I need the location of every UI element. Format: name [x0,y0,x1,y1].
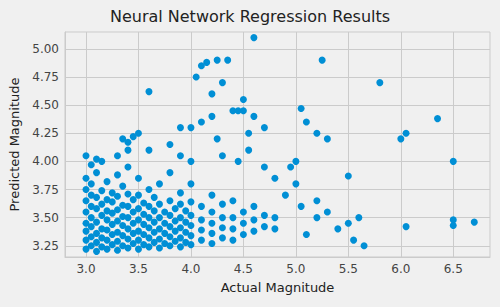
svg-text:5.5: 5.5 [339,262,358,276]
svg-text:Actual Magnitude: Actual Magnitude [221,280,335,295]
svg-text:4.50: 4.50 [32,98,59,112]
svg-text:Predicted Magnitude: Predicted Magnitude [7,77,22,211]
svg-text:4.25: 4.25 [32,126,59,140]
svg-text:4.75: 4.75 [32,70,59,84]
svg-text:5.0: 5.0 [286,262,305,276]
svg-text:6.0: 6.0 [391,262,410,276]
svg-text:3.5: 3.5 [129,262,148,276]
svg-text:3.0: 3.0 [76,262,95,276]
svg-text:3.50: 3.50 [32,211,59,225]
svg-text:3.25: 3.25 [32,239,59,253]
svg-text:4.0: 4.0 [181,262,200,276]
svg-text:3.75: 3.75 [32,183,59,197]
svg-text:Neural Network Regression Resu: Neural Network Regression Results [110,7,390,26]
svg-text:5.00: 5.00 [32,42,59,56]
svg-text:6.5: 6.5 [444,262,463,276]
svg-text:4.00: 4.00 [32,154,59,168]
svg-text:4.5: 4.5 [234,262,253,276]
